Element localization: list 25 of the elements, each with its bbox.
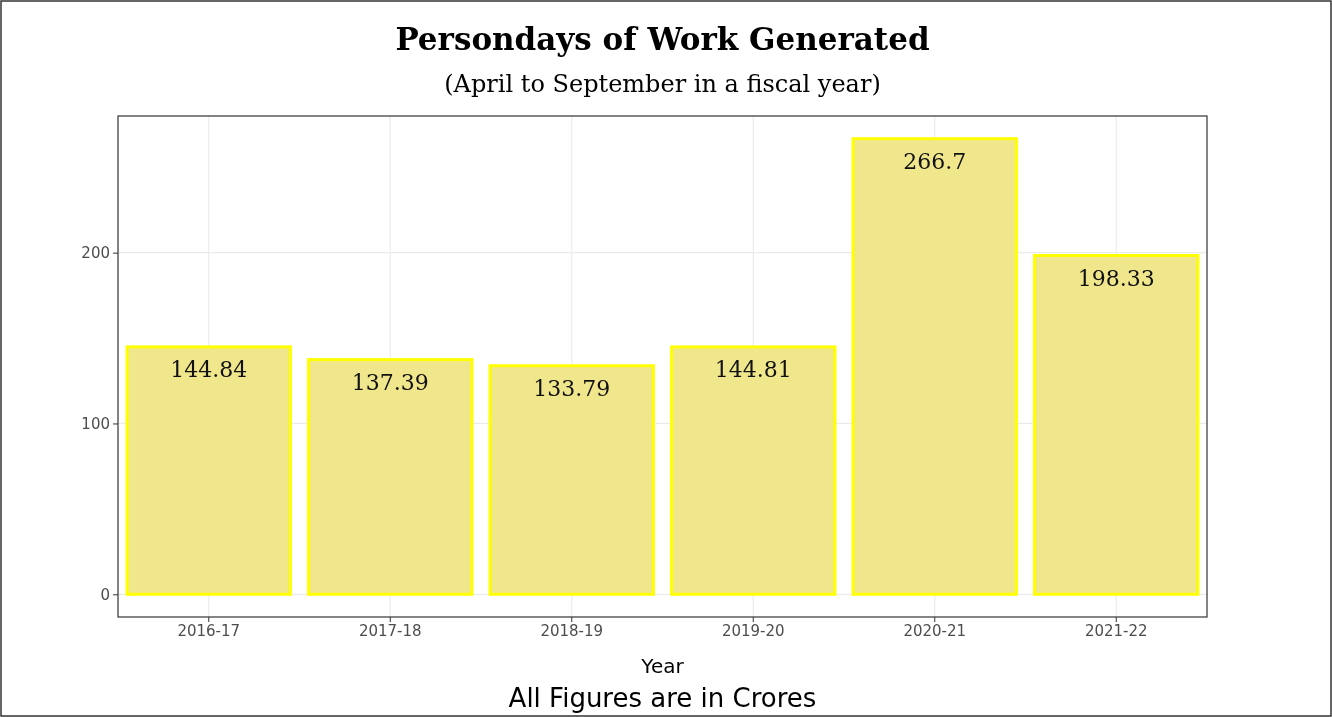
text: All Figures are in Crores — [508, 683, 817, 713]
data-label: 144.81 — [714, 356, 792, 382]
bar — [307, 358, 474, 596]
data-label: 133.79 — [533, 375, 611, 401]
data-label: 137.39 — [351, 369, 429, 395]
bar — [488, 364, 655, 596]
bar — [670, 345, 837, 596]
x-tick-label: 2018-19 — [540, 621, 604, 640]
x-tick-label: 2016-17 — [177, 621, 241, 640]
chart-title: Persondays of Work Generated — [395, 21, 930, 57]
data-label: 266.7 — [903, 148, 967, 174]
y-tick-label: 200 — [81, 243, 110, 262]
data-label: 144.84 — [170, 356, 248, 382]
y-tick-label: 0 — [100, 585, 110, 604]
x-tick-label: 2019-20 — [721, 621, 785, 640]
x-axis-title: Year — [640, 654, 685, 678]
x-tick-label: 2021-22 — [1084, 621, 1148, 640]
data-label: 198.33 — [1077, 265, 1155, 291]
bar — [851, 137, 1018, 596]
x-tick-label: 2017-18 — [358, 621, 422, 640]
bar — [125, 345, 292, 596]
bar — [1033, 254, 1200, 596]
x-tick-label: 2020-21 — [903, 621, 967, 640]
chart-subtitle: (April to September in a fiscal year) — [444, 70, 881, 98]
y-tick-label: 100 — [81, 414, 110, 433]
